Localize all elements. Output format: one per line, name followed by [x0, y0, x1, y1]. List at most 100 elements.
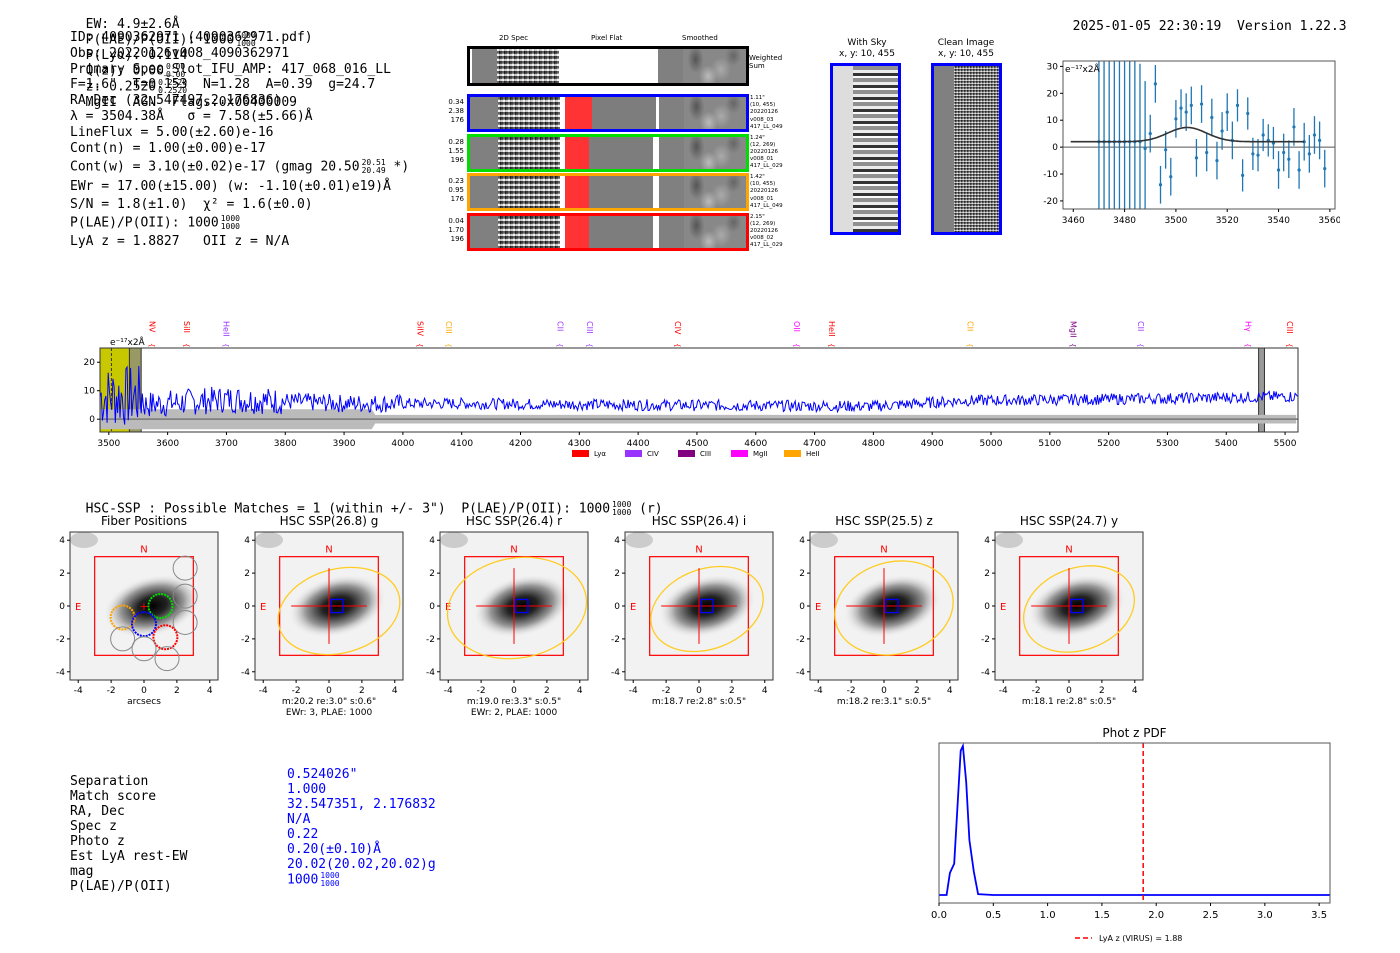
fiber-annotation-line: 1.11" — [750, 95, 765, 101]
match-box — [884, 598, 899, 614]
x-tick-label: 2 — [1099, 686, 1105, 696]
data-point — [1143, 146, 1147, 151]
smooth-blur — [683, 49, 746, 83]
x-axis-label: arcsecs — [127, 697, 161, 707]
data-point — [1312, 133, 1317, 137]
plae-text: P(LAE)/P(OII): 1000 — [70, 215, 219, 231]
legend-label: MgII — [753, 450, 768, 458]
x-tick-label: -2 — [292, 686, 301, 696]
flat-red — [565, 97, 592, 129]
north-label: N — [325, 544, 332, 555]
smooth-gray — [659, 136, 684, 169]
match-key: Photo z — [70, 834, 125, 849]
fiber-cutout-row[interactable] — [467, 212, 749, 251]
match-value: 0.20(±0.10)Å — [287, 842, 381, 857]
fiber-stats: 0.34 2.38 176 — [440, 98, 464, 125]
x-tick-label: 0 — [1066, 686, 1072, 696]
with-sky-image[interactable] — [830, 63, 901, 235]
hsc-cutout-panel[interactable]: HSC SSP(26.4) i N E -4 -4 -2 -2 0 0 2 2 4 4 m:18.7 re… — [605, 512, 785, 727]
emission-line-marker: { — [792, 343, 800, 347]
x-tick-label: 4700 — [803, 439, 826, 449]
flat-red — [565, 176, 589, 208]
plae-value: 1000 — [287, 872, 319, 888]
y-tick-label: -2 — [241, 635, 250, 645]
data-point — [1205, 150, 1209, 155]
data-point — [1323, 167, 1327, 171]
emission-line-marker: { — [673, 343, 681, 347]
smooth-gray — [658, 49, 683, 83]
panel-caption: m:18.1 re:2.8" s:0.5" — [1022, 697, 1116, 707]
emission-line-label: CII — [555, 321, 564, 331]
x-tick-label: 2 — [729, 686, 735, 696]
match-box — [329, 598, 344, 614]
emission-line-label: OII — [792, 321, 801, 332]
frac-lo: 1000 — [320, 879, 340, 888]
fiber-cutout-row[interactable] — [467, 133, 749, 172]
match-box — [699, 598, 714, 614]
x-tick-label: -2 — [847, 686, 856, 696]
frac-hi: 1000 — [612, 500, 632, 509]
phot-z-pdf-plot: Phot z PDF 0.0 0.5 1.0 1.5 2.0 2.5 3.0 3.5 LyA z … — [931, 726, 1331, 943]
fiber-annotation-line: v008_01 — [750, 156, 774, 163]
legend-label: LyA z (VIRUS) = 1.88 — [1099, 934, 1182, 943]
y-tick-label: 4 — [429, 536, 435, 546]
fiber-circle — [172, 555, 198, 581]
fiber-annotation-line: (10, 455) — [750, 181, 776, 188]
data-point — [1158, 183, 1163, 187]
y-tick-label: 20 — [84, 358, 96, 368]
fiber-stat-value: 196 — [450, 155, 464, 164]
match-key: Spec z — [70, 819, 117, 834]
data-point — [1235, 103, 1240, 107]
x-tick-label: 0 — [696, 686, 702, 696]
fiber-annotation-line: 417_LL_029 — [750, 163, 783, 170]
x-tick-label: 0 — [141, 686, 147, 696]
x-tick-label: 4000 — [391, 439, 414, 449]
data-point — [1210, 115, 1214, 120]
info-contw: Cont(w) = 3.10(±0.02)e-17 (gmag 20.50 20.… — [70, 159, 409, 175]
legend-label: CIV — [647, 450, 659, 458]
weighted-sum-cutout[interactable] — [467, 46, 749, 86]
match-key: Est LyA rest-EW — [70, 849, 188, 864]
info-obs: Obs: 20220126v008_4090362971 — [70, 45, 290, 61]
hsc-cutout-panel[interactable]: HSC SSP(25.5) z N E -4 -4 -2 -2 0 0 2 2 4 4 m:18.2 re… — [790, 512, 970, 727]
x-tick-label: 3.0 — [1257, 910, 1273, 921]
info-ewr: EWr = 17.00(±15.00) (w: -1.10(±0.01)e19)… — [70, 178, 391, 194]
match-value: N/A — [287, 812, 311, 827]
legend-label: Lyα — [594, 450, 606, 458]
emission-line-marker: { — [1136, 343, 1144, 347]
fiber-annotation-line: 1.42" — [750, 174, 765, 180]
fiber-positions-panel[interactable]: Fiber Positions N E + -4 -4 -2 -2 0 0 2 2 4 4 arcsecs — [50, 512, 230, 727]
clean-image[interactable] — [931, 63, 1002, 235]
hsc-cutout-panel[interactable]: HSC SSP(26.8) g N E -4 -4 -2 -2 0 0 2 2 4 4 m:20.2 re… — [235, 512, 415, 727]
fiber-stats: 0.28 1.55 196 — [440, 138, 464, 165]
data-point — [1276, 168, 1281, 172]
y-tick-label: 2 — [59, 569, 65, 579]
data-point — [1148, 132, 1152, 136]
flat-gray — [589, 136, 653, 169]
emission-line-marker: { — [221, 343, 229, 347]
emission-line-marker: { — [585, 343, 593, 347]
data-point — [1179, 106, 1183, 110]
north-label: N — [140, 544, 147, 555]
x-tick-label: 2.0 — [1148, 910, 1164, 921]
x-tick-label: 4 — [947, 686, 953, 696]
fiber-circle — [172, 609, 198, 635]
gap — [656, 97, 659, 129]
y-tick-label: 0 — [799, 602, 805, 612]
x-tick-label: 0 — [326, 686, 332, 696]
fiber-cutout-row[interactable] — [467, 94, 749, 132]
smooth-gray — [659, 97, 684, 129]
gap — [560, 136, 565, 169]
legend-swatch — [625, 450, 642, 457]
fiber-annotation-line: (10, 455) — [750, 102, 776, 109]
aperture-box — [464, 556, 564, 656]
hsc-cutout-panel[interactable]: HSC SSP(24.7) y N E -4 -4 -2 -2 0 0 2 2 4 4 m:18.1 re… — [975, 512, 1155, 727]
plot-frame — [938, 742, 1331, 904]
fiber-stat-value: 2.38 — [448, 107, 464, 115]
match-value: 32.547351, 2.176832 — [287, 797, 436, 812]
legend-label: HeII — [806, 450, 820, 458]
fiber-cutout-row[interactable] — [467, 173, 749, 211]
info-params: F=1.6" T=0.153 N=1.28 A=0.39 g=24.7 — [70, 77, 376, 93]
emission-line-marker: { — [182, 343, 190, 347]
